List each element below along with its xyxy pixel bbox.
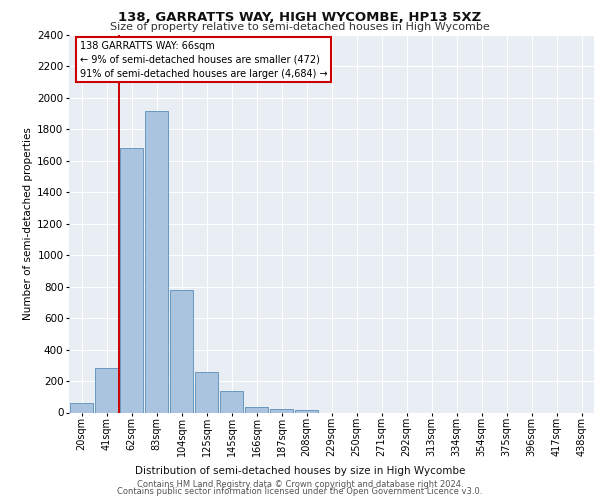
Bar xyxy=(270,408,293,412)
Bar xyxy=(120,148,143,412)
Bar xyxy=(70,403,93,412)
Bar xyxy=(95,368,118,412)
Y-axis label: Number of semi-detached properties: Number of semi-detached properties xyxy=(23,128,33,320)
Text: 138, GARRATTS WAY, HIGH WYCOMBE, HP13 5XZ: 138, GARRATTS WAY, HIGH WYCOMBE, HP13 5X… xyxy=(118,11,482,24)
Bar xyxy=(220,392,243,412)
Text: Size of property relative to semi-detached houses in High Wycombe: Size of property relative to semi-detach… xyxy=(110,22,490,32)
Bar xyxy=(245,407,268,412)
Bar xyxy=(145,110,168,412)
Bar xyxy=(195,372,218,412)
Text: Distribution of semi-detached houses by size in High Wycombe: Distribution of semi-detached houses by … xyxy=(135,466,465,476)
Text: Contains HM Land Registry data © Crown copyright and database right 2024.: Contains HM Land Registry data © Crown c… xyxy=(137,480,463,489)
Bar xyxy=(170,290,193,412)
Text: Contains public sector information licensed under the Open Government Licence v3: Contains public sector information licen… xyxy=(118,487,482,496)
Text: 138 GARRATTS WAY: 66sqm
← 9% of semi-detached houses are smaller (472)
91% of se: 138 GARRATTS WAY: 66sqm ← 9% of semi-det… xyxy=(79,40,327,78)
Bar xyxy=(295,410,318,412)
